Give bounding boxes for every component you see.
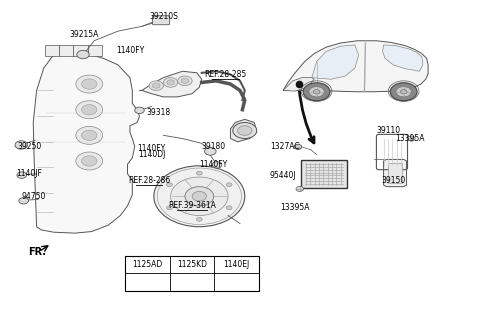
Circle shape bbox=[17, 172, 26, 178]
Polygon shape bbox=[191, 278, 194, 287]
Circle shape bbox=[390, 83, 417, 101]
Polygon shape bbox=[230, 119, 257, 142]
Circle shape bbox=[76, 101, 103, 119]
Text: 1140EJ: 1140EJ bbox=[224, 260, 250, 269]
Text: 1140DJ: 1140DJ bbox=[138, 150, 165, 159]
Circle shape bbox=[296, 186, 304, 192]
FancyBboxPatch shape bbox=[45, 45, 59, 55]
Circle shape bbox=[233, 123, 257, 138]
Polygon shape bbox=[384, 159, 407, 187]
Text: 95440J: 95440J bbox=[270, 171, 296, 180]
Text: 1327AC: 1327AC bbox=[271, 142, 300, 151]
Circle shape bbox=[226, 183, 232, 187]
Circle shape bbox=[19, 198, 28, 204]
Text: 1140FY: 1140FY bbox=[137, 144, 166, 153]
Circle shape bbox=[76, 126, 103, 144]
Circle shape bbox=[76, 75, 103, 93]
Circle shape bbox=[226, 206, 232, 210]
Circle shape bbox=[400, 90, 407, 94]
Circle shape bbox=[167, 183, 172, 187]
Polygon shape bbox=[146, 278, 149, 287]
FancyBboxPatch shape bbox=[153, 16, 169, 25]
FancyBboxPatch shape bbox=[388, 163, 402, 183]
Text: 39210S: 39210S bbox=[149, 12, 178, 21]
Circle shape bbox=[163, 78, 178, 87]
Text: 1140JF: 1140JF bbox=[16, 169, 42, 178]
Text: 1140FY: 1140FY bbox=[200, 160, 228, 169]
Circle shape bbox=[309, 87, 324, 97]
Circle shape bbox=[77, 50, 89, 59]
FancyBboxPatch shape bbox=[88, 45, 102, 55]
Circle shape bbox=[196, 171, 202, 175]
Circle shape bbox=[154, 166, 245, 227]
Text: 94750: 94750 bbox=[21, 192, 46, 201]
Text: FR.: FR. bbox=[28, 247, 47, 257]
Text: 1125AD: 1125AD bbox=[132, 260, 163, 269]
Circle shape bbox=[396, 87, 411, 97]
Polygon shape bbox=[235, 278, 239, 287]
Circle shape bbox=[181, 78, 189, 83]
Text: 39110: 39110 bbox=[376, 126, 400, 135]
Text: 13395A: 13395A bbox=[395, 134, 425, 143]
Circle shape bbox=[170, 177, 228, 215]
Text: REF.28-286: REF.28-286 bbox=[128, 176, 170, 185]
Text: REF.39-361A: REF.39-361A bbox=[168, 201, 216, 210]
Polygon shape bbox=[140, 71, 202, 97]
Circle shape bbox=[313, 90, 320, 94]
Circle shape bbox=[185, 187, 214, 206]
Text: 39150: 39150 bbox=[381, 176, 405, 185]
Circle shape bbox=[212, 162, 222, 168]
Bar bbox=[125, 256, 259, 291]
Polygon shape bbox=[383, 45, 423, 71]
Circle shape bbox=[15, 141, 27, 149]
FancyBboxPatch shape bbox=[301, 160, 347, 188]
Circle shape bbox=[153, 83, 160, 88]
Circle shape bbox=[303, 83, 330, 101]
Circle shape bbox=[192, 192, 206, 201]
Circle shape bbox=[167, 80, 174, 85]
FancyBboxPatch shape bbox=[73, 45, 88, 55]
Circle shape bbox=[294, 144, 302, 149]
Text: 1125KD: 1125KD bbox=[177, 260, 207, 269]
Circle shape bbox=[178, 76, 192, 86]
Text: 13395A: 13395A bbox=[280, 203, 310, 212]
Polygon shape bbox=[33, 52, 140, 233]
Circle shape bbox=[135, 107, 144, 114]
Text: 39215A: 39215A bbox=[70, 30, 99, 39]
FancyBboxPatch shape bbox=[59, 45, 73, 55]
Circle shape bbox=[167, 206, 172, 210]
Polygon shape bbox=[283, 41, 428, 92]
Circle shape bbox=[408, 136, 415, 141]
Polygon shape bbox=[188, 276, 196, 278]
Circle shape bbox=[76, 152, 103, 170]
Polygon shape bbox=[283, 78, 314, 91]
Circle shape bbox=[82, 156, 97, 166]
Text: 39250: 39250 bbox=[17, 142, 42, 151]
Text: 39318: 39318 bbox=[146, 109, 171, 118]
Circle shape bbox=[238, 126, 252, 135]
Polygon shape bbox=[144, 276, 151, 278]
Text: REF.28-285: REF.28-285 bbox=[204, 70, 247, 79]
Circle shape bbox=[204, 147, 216, 155]
Polygon shape bbox=[312, 45, 359, 79]
Circle shape bbox=[82, 130, 97, 140]
Circle shape bbox=[149, 81, 163, 90]
Polygon shape bbox=[233, 276, 240, 278]
Circle shape bbox=[82, 105, 97, 115]
Text: 1140FY: 1140FY bbox=[116, 46, 144, 55]
Circle shape bbox=[196, 217, 202, 221]
Text: 39180: 39180 bbox=[202, 142, 226, 151]
Circle shape bbox=[82, 79, 97, 89]
